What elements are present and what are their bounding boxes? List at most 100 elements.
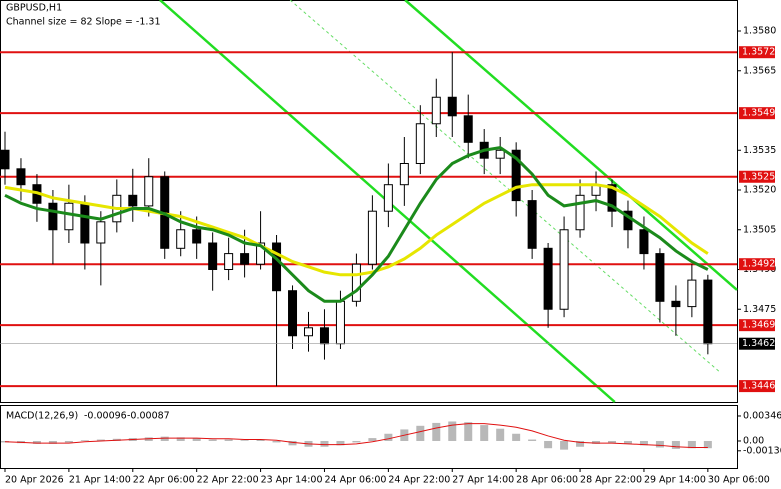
level-label-bg: [739, 170, 775, 183]
candle-body: [703, 279, 713, 345]
candle-body: [48, 202, 58, 231]
macd-bar: [352, 440, 361, 443]
candle-body: [208, 242, 218, 271]
candle-body: [527, 200, 537, 249]
macd-bar: [448, 421, 457, 441]
candle-body: [511, 149, 521, 202]
macd-bar: [176, 437, 185, 441]
macd-bar: [671, 440, 680, 449]
macd-readout: -0.00087: [127, 411, 170, 422]
y-tick-label: -0.00136: [743, 445, 781, 456]
y-tick-label: 1.3535: [743, 145, 776, 156]
macd-bar: [496, 428, 505, 441]
x-tick-label: 24 Apr 06:00: [324, 475, 386, 486]
candle-body: [543, 247, 553, 310]
candle-body: [559, 229, 569, 310]
macd-bar: [32, 440, 41, 444]
candle-body: [96, 221, 106, 244]
macd-bar: [240, 440, 249, 441]
candle-body: [224, 253, 234, 271]
candle-body: [80, 202, 90, 244]
macd-bar: [480, 425, 489, 441]
x-tick-label: 27 Apr 14:00: [452, 475, 514, 486]
x-tick-label: 20 Apr 2026: [5, 475, 64, 486]
candle-body: [607, 184, 617, 212]
macd-bar: [432, 422, 441, 441]
y-tick-label: 0.00346: [743, 410, 781, 421]
macd-bar: [224, 439, 233, 441]
candle-body: [671, 300, 681, 308]
candle-body: [335, 300, 345, 345]
level-label-bg: [739, 380, 775, 393]
moving-average: [4, 146, 709, 303]
candle-body: [655, 253, 665, 302]
macd-bar: [608, 440, 617, 444]
level-label: 1.3525: [742, 171, 775, 182]
level-label: 1.3549: [742, 108, 775, 119]
level-label-bg: [739, 107, 775, 120]
macd-signal: [4, 423, 708, 448]
x-tick-label: 21 Apr 14:00: [69, 475, 131, 486]
macd-bar: [544, 440, 553, 449]
macd-bar: [416, 425, 425, 441]
level-label: 1.3446: [742, 381, 775, 392]
candle-body: [64, 202, 74, 231]
macd-bar: [703, 440, 712, 449]
macd-bar: [512, 433, 521, 441]
current-price-label: 1.3462: [742, 338, 775, 349]
macd-bar: [272, 440, 281, 443]
x-tick-label: 28 Apr 06:00: [516, 475, 578, 486]
x-tick-label: 24 Apr 22:00: [388, 475, 450, 486]
macd-bar: [320, 440, 329, 447]
candle-body: [495, 149, 505, 159]
candle-body: [399, 163, 409, 186]
candle-body: [447, 96, 457, 117]
candle-body: [272, 242, 282, 292]
current-price-bg: [739, 337, 775, 350]
x-tick-label: 23 Apr 14:00: [261, 475, 323, 486]
x-tick-label: 22 Apr 22:00: [197, 475, 259, 486]
level-label-bg: [739, 46, 775, 59]
candle-body: [176, 229, 186, 249]
macd-bar: [384, 433, 393, 441]
macd-bar: [0, 440, 9, 443]
macd-bar: [160, 436, 169, 441]
macd-frame: [0, 405, 738, 469]
candle-body: [415, 123, 425, 165]
macd-bar: [464, 422, 473, 441]
macd-bar: [256, 439, 265, 441]
candle-body: [319, 327, 329, 345]
macd-bar: [80, 440, 89, 441]
chart-title: GBPUSD,H1: [6, 3, 62, 14]
macd-bar: [96, 439, 105, 441]
macd-readout: -0.00096: [84, 411, 127, 422]
channel-line: [289, 0, 721, 373]
x-tick-label: 30 Apr 06:00: [708, 475, 770, 486]
macd-bar: [528, 439, 537, 441]
candle-body: [288, 290, 298, 337]
y-tick-label: 1.3505: [743, 224, 776, 235]
macd-bar: [336, 440, 345, 446]
macd-bar: [623, 440, 632, 444]
x-tick-label: 28 Apr 22:00: [580, 475, 642, 486]
macd-title: MACD(12,26,9): [6, 411, 78, 422]
level-label: 1.3469: [742, 320, 775, 331]
macd-bar: [639, 440, 648, 446]
macd-bar: [208, 439, 217, 441]
macd-bar: [64, 440, 73, 443]
candle-body: [192, 229, 202, 244]
y-tick-label: 1.3520: [743, 185, 776, 196]
macd-bar: [592, 440, 601, 444]
y-tick-label: 0.00: [743, 435, 764, 446]
candle-body: [240, 253, 250, 265]
candle-body: [128, 194, 138, 207]
level-label: 1.3572: [742, 47, 775, 58]
macd-bar: [687, 440, 696, 449]
macd-bar: [192, 438, 201, 441]
candle-body: [367, 210, 377, 265]
level-label: 1.3492: [742, 259, 775, 270]
candle-body: [144, 176, 154, 207]
macd-bar: [655, 440, 664, 448]
macd-bar: [560, 440, 569, 450]
